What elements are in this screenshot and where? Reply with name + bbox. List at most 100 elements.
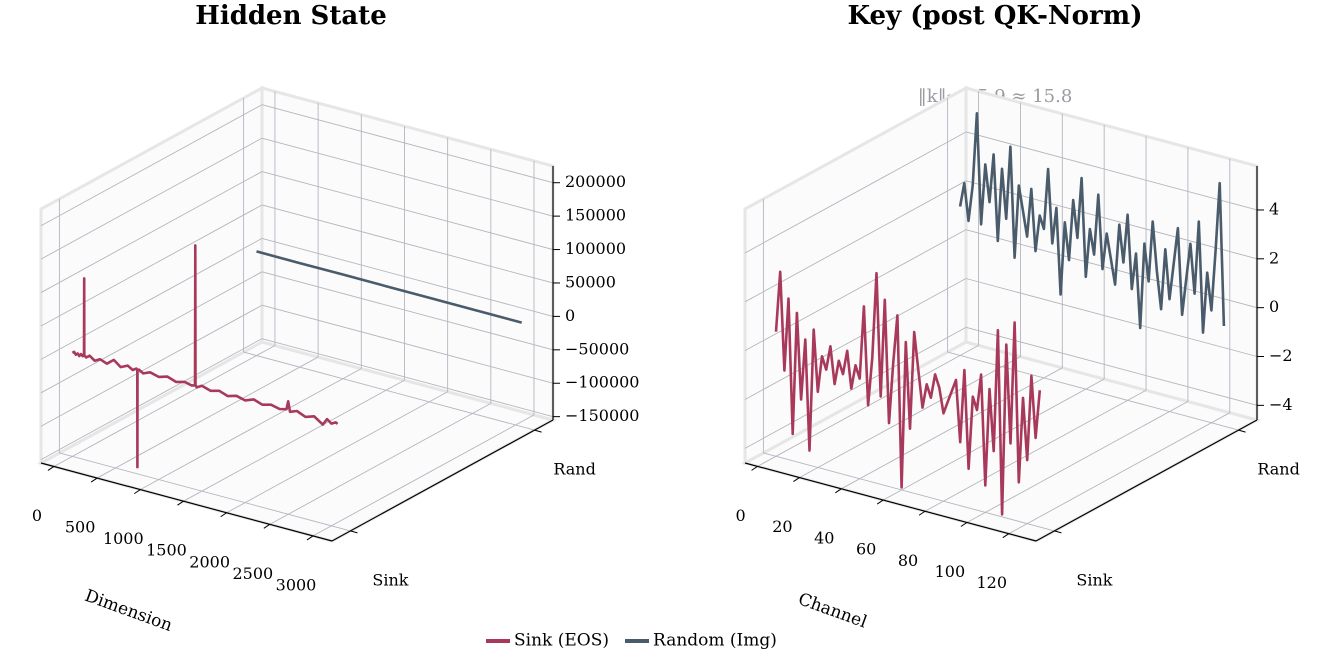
grid-line <box>40 171 263 293</box>
tick-mark <box>918 510 926 516</box>
grid-line <box>841 367 1063 490</box>
x-axis <box>744 462 1037 542</box>
grid-line <box>261 338 554 418</box>
tick-mark <box>1238 429 1246 433</box>
x-axis-label: Channel <box>795 589 869 632</box>
z-tick-label: 0 <box>1269 297 1279 316</box>
grid-line <box>96 356 319 479</box>
grid-line <box>40 338 263 461</box>
grid-line <box>261 137 554 217</box>
data-line <box>958 112 1226 334</box>
z-tick-label: 4 <box>1269 199 1279 218</box>
x-tick-label: 1000 <box>103 529 144 548</box>
grid-line <box>53 345 276 467</box>
grid-line <box>744 131 967 254</box>
chart-title: Hidden State <box>195 1 386 31</box>
tick-mark <box>1002 533 1010 539</box>
y-axis <box>1035 419 1258 542</box>
tick-mark <box>90 477 98 483</box>
tick-mark <box>751 465 758 471</box>
tick-mark <box>263 523 271 529</box>
z-tick-label: −50000 <box>565 339 629 358</box>
x-axis <box>40 462 333 542</box>
grid-line <box>261 304 554 384</box>
x-axis-label: Dimension <box>82 586 175 636</box>
grid-line <box>40 137 263 260</box>
tick-mark <box>47 466 55 471</box>
y-tick-label: Sink <box>372 570 408 589</box>
x-tick-label: 3000 <box>276 575 317 594</box>
x-tick-label: 20 <box>772 517 792 536</box>
tick-mark <box>306 535 314 541</box>
grid-line <box>261 271 554 351</box>
z-tick-label: 50000 <box>565 272 616 291</box>
tick-mark <box>177 500 184 506</box>
grid-line <box>140 368 362 491</box>
z-tick-label: −100000 <box>565 373 639 392</box>
z-tick-label: −150000 <box>565 406 639 425</box>
y-axis <box>331 419 554 542</box>
legend: Sink (EOS) Random (Img) <box>486 631 777 651</box>
grid-line <box>965 180 1258 260</box>
x-tick-label: 100 <box>935 562 966 581</box>
grid-line <box>744 326 967 449</box>
legend-label: Sink (EOS) <box>514 631 609 651</box>
grid-line <box>965 278 1258 357</box>
z-tick-label: −4 <box>1269 395 1293 414</box>
x-tick-label: 40 <box>814 528 834 547</box>
x-tick-label: 500 <box>65 518 96 537</box>
grid-line <box>40 204 263 327</box>
data-line <box>71 244 339 469</box>
y-tick-label: Rand <box>553 460 596 479</box>
grid-line <box>40 104 263 227</box>
grid-line <box>40 238 263 360</box>
tick-mark <box>960 522 968 527</box>
data-line <box>774 270 1042 516</box>
grid-line <box>763 452 1055 532</box>
grid-line <box>312 414 535 537</box>
grid-line <box>183 379 405 502</box>
grid-line <box>261 237 554 317</box>
z-tick-label: 100000 <box>565 239 626 258</box>
grid-line <box>261 171 554 250</box>
y-tick-label: Rand <box>1257 460 1300 479</box>
data-line <box>256 250 523 324</box>
x-tick-label: 120 <box>977 573 1008 592</box>
x-tick-label: 2500 <box>232 564 273 583</box>
grid-line <box>1008 412 1231 535</box>
z-tick-label: 150000 <box>565 206 626 225</box>
grid-line <box>40 271 263 394</box>
tick-mark <box>1054 530 1062 534</box>
grid-line <box>261 104 554 184</box>
grid-line <box>269 402 492 525</box>
tick-mark <box>220 512 227 518</box>
grid-line <box>226 391 448 514</box>
grid-line <box>261 204 554 284</box>
grid-line <box>59 452 351 532</box>
x-tick-label: 60 <box>856 540 876 559</box>
grid-line <box>924 389 1147 512</box>
y-tick-label: Sink <box>1076 570 1112 589</box>
grid-line <box>965 131 1258 211</box>
x-tick-label: 1500 <box>146 541 187 560</box>
grid-line <box>40 304 263 427</box>
tick-mark <box>350 530 358 534</box>
z-tick-label: 0 <box>565 306 575 325</box>
x-tick-label: 0 <box>32 506 42 525</box>
grid-line <box>243 351 535 431</box>
x-tick-label: 2000 <box>189 552 230 571</box>
grid-line <box>966 401 1189 523</box>
legend-label: Random (Img) <box>653 631 777 651</box>
grid-line <box>744 278 967 400</box>
tick-mark <box>835 488 842 494</box>
z-tick-label: −2 <box>1269 346 1293 365</box>
z-tick-label: 2 <box>1269 248 1279 267</box>
x-tick-label: 80 <box>898 551 918 570</box>
tick-mark <box>134 489 141 495</box>
z-tick-label: 200000 <box>565 172 626 191</box>
x-tick-label: 0 <box>735 506 745 525</box>
tick-mark <box>876 499 884 505</box>
tick-mark <box>793 477 800 483</box>
